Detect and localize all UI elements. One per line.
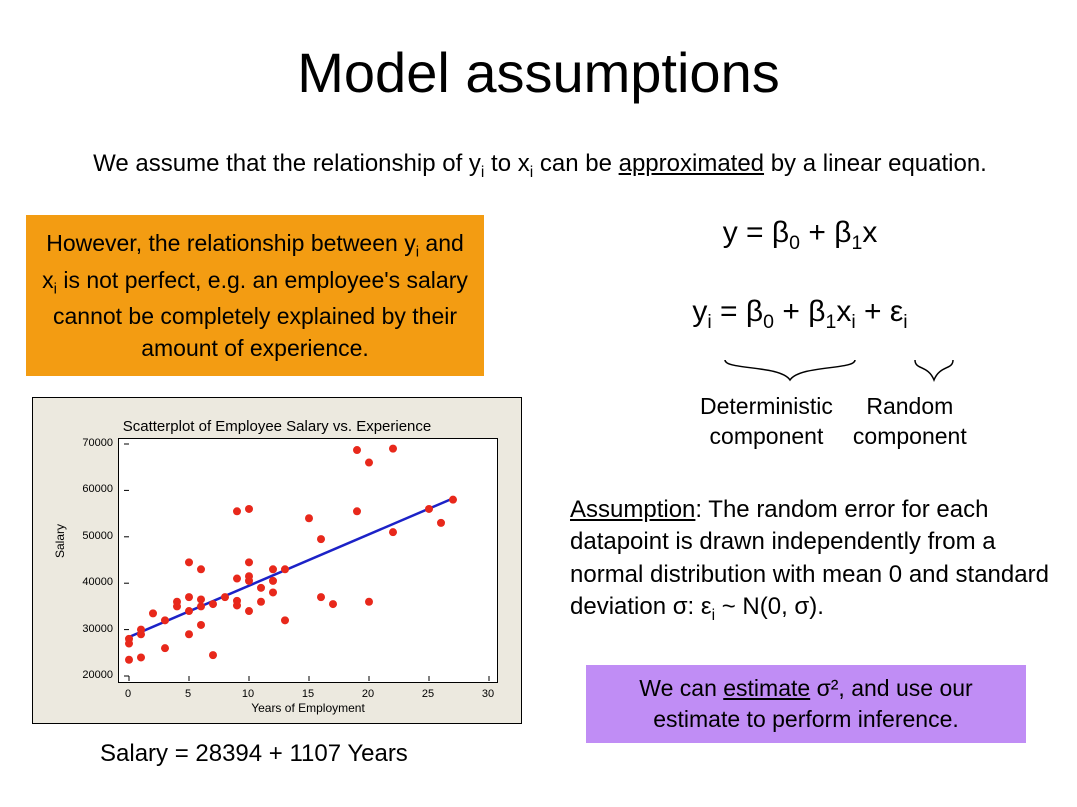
assumption-post: ~ N(0, σ).: [715, 593, 824, 620]
y-tick-label: 30000: [63, 623, 113, 635]
y-tick-label: 40000: [63, 576, 113, 588]
orange-callout: However, the relationship between yi and…: [26, 215, 484, 376]
purple-underlined: estimate: [723, 675, 810, 701]
purple-pre: We can: [639, 675, 723, 701]
x-tick-label: 30: [473, 688, 503, 700]
eq2-plus: + ε: [856, 295, 904, 328]
x-tick-label: 20: [353, 688, 383, 700]
assumption-text: Assumption: The random error for each da…: [570, 494, 1050, 626]
intro-tail: by a linear equation.: [764, 150, 987, 177]
y-tick-label: 50000: [63, 530, 113, 542]
equation-2: yi = β0 + β1xi + εi: [560, 295, 1040, 334]
det-l1: Deterministic: [700, 393, 833, 419]
eq2-eq: = β: [712, 295, 763, 328]
deterministic-label: Deterministic component: [700, 392, 833, 452]
eq1-s1: 1: [851, 232, 862, 254]
y-tick-label: 70000: [63, 437, 113, 449]
eq1-post: x: [862, 216, 877, 249]
purple-callout: We can estimate σ², and use our estimate…: [586, 665, 1026, 743]
x-tick-label: 5: [173, 688, 203, 700]
brace-deterministic-icon: [720, 355, 860, 390]
x-tick-label: 15: [293, 688, 323, 700]
plot-area: [118, 438, 498, 683]
eq1-s0: 0: [789, 232, 800, 254]
brace-random-icon: [910, 355, 958, 390]
random-label: Random component: [853, 392, 967, 452]
assumption-label: Assumption: [570, 496, 695, 523]
eq2-s1: 1: [825, 311, 836, 333]
y-tick-label: 20000: [63, 669, 113, 681]
rand-l1: Random: [866, 393, 953, 419]
scatter-chart: Scatterplot of Employee Salary vs. Exper…: [32, 397, 522, 724]
eq2-sei: i: [903, 311, 907, 333]
eq2-x: x: [836, 295, 851, 328]
eq2-mid: + β: [774, 295, 825, 328]
intro-pre: We assume that the relationship of y: [93, 150, 481, 177]
intro-mid: to x: [484, 150, 529, 177]
rand-l2: component: [853, 423, 967, 449]
equation-block: y = β0 + β1x yi = β0 + β1xi + εi: [560, 216, 1040, 334]
equation-1: y = β0 + β1x: [560, 216, 1040, 255]
regression-equation: Salary = 28394 + 1107 Years: [100, 740, 408, 768]
eq2-pre: y: [692, 295, 707, 328]
x-tick-label: 25: [413, 688, 443, 700]
eq1-pre: y = β: [723, 216, 789, 249]
page-title: Model assumptions: [0, 40, 1077, 105]
intro-post: can be: [533, 150, 618, 177]
eq1-mid: + β: [800, 216, 851, 249]
eq2-s0: 0: [763, 311, 774, 333]
intro-text: We assume that the relationship of yi to…: [30, 150, 1050, 182]
plot-svg: [119, 439, 499, 684]
intro-underlined: approximated: [619, 150, 764, 177]
y-tick-label: 60000: [63, 483, 113, 495]
orange-pre: However, the relationship between y: [46, 230, 416, 256]
x-tick-label: 10: [233, 688, 263, 700]
component-labels: Deterministic component Random component: [700, 392, 967, 452]
det-l2: component: [710, 423, 824, 449]
chart-xlabel: Years of Employment: [118, 701, 498, 715]
orange-post: is not perfect, e.g. an employee's salar…: [53, 267, 468, 362]
chart-title: Scatterplot of Employee Salary vs. Exper…: [33, 418, 521, 435]
x-tick-label: 0: [113, 688, 143, 700]
